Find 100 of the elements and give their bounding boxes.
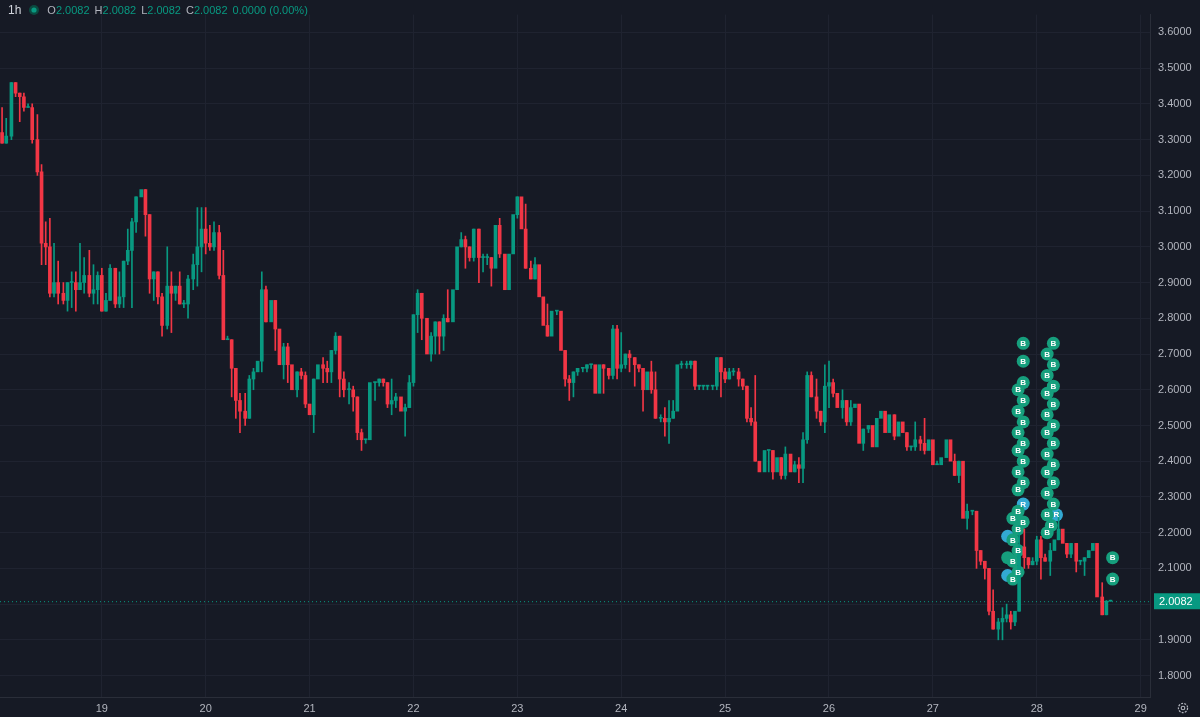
candlestick	[961, 460, 965, 519]
data-label: B	[1044, 489, 1051, 499]
y-tick-label: 3.3000	[1158, 132, 1192, 145]
candlestick	[347, 382, 351, 405]
data-label: B	[1048, 521, 1055, 531]
data-label: B	[1020, 417, 1027, 427]
data-label: B	[1020, 356, 1027, 366]
data-label: B	[1020, 478, 1027, 488]
data-label: B	[1044, 389, 1051, 399]
candlestick	[481, 253, 485, 273]
y-tick-label: 3.5000	[1158, 61, 1192, 74]
data-label: R	[1020, 499, 1027, 509]
x-tick-label: 27	[926, 701, 940, 714]
y-tick-label: 3.1000	[1158, 204, 1192, 217]
candlestick	[1095, 543, 1099, 598]
data-label: B	[1109, 574, 1116, 584]
y-tick-label: 2.6000	[1158, 382, 1192, 395]
ref-line-label: 2.0082	[1159, 594, 1193, 607]
candlestick	[926, 439, 931, 451]
candlestick	[445, 289, 450, 323]
data-label: B	[1015, 506, 1022, 516]
data-label: B	[1020, 339, 1027, 348]
candlestick	[537, 264, 541, 298]
data-label: B	[1020, 396, 1027, 406]
x-tick-label: 19	[95, 701, 108, 714]
candlestick	[69, 271, 74, 308]
candlestick	[269, 300, 273, 323]
y-tick-label: 1.8000	[1158, 668, 1192, 681]
y-tick-label: 3.6000	[1158, 25, 1192, 38]
x-tick-label: 22	[407, 701, 420, 714]
y-tick-label: 2.3000	[1158, 489, 1192, 502]
annotation: H2.0082	[94, 4, 137, 16]
x-tick-label: 20	[199, 701, 212, 714]
x-tick-label: 29	[1134, 701, 1147, 714]
y-tick-label: 2.2000	[1158, 525, 1192, 538]
y-tick-label: 1.9000	[1158, 632, 1192, 645]
y-tick-label: 3.2000	[1158, 168, 1192, 181]
data-label: B	[1109, 553, 1116, 563]
candlestick	[619, 332, 624, 373]
data-label: B	[1009, 535, 1016, 545]
candlestick	[399, 396, 403, 412]
y-tick-label: 2.5000	[1158, 418, 1192, 431]
y-tick-label: 2.4000	[1158, 454, 1192, 467]
x-tick-label: 24	[615, 701, 628, 714]
data-label: B	[1015, 485, 1022, 495]
candlestick	[78, 242, 82, 291]
data-label: B	[1050, 499, 1057, 509]
y-tick-label: 2.8000	[1158, 311, 1192, 324]
annotation: 0.0000 (0.00%)	[232, 4, 308, 16]
candlestick	[667, 400, 671, 444]
candlestick	[775, 457, 779, 473]
data-label: B	[1015, 406, 1022, 416]
data-label: B	[1009, 556, 1016, 566]
data-label: B	[1050, 421, 1057, 431]
data-label: B	[1015, 428, 1022, 438]
candlestick	[887, 414, 892, 433]
data-label: B	[1015, 385, 1022, 395]
candlestick	[684, 360, 689, 369]
x-tick-label: 23	[511, 701, 524, 714]
data-label: B	[1050, 339, 1057, 348]
data-label: B	[1015, 546, 1022, 556]
data-label: B	[1050, 460, 1057, 470]
x-tick-label: 26	[822, 701, 836, 714]
candlestick	[931, 439, 935, 466]
data-label: B	[1044, 349, 1051, 359]
candlestick	[939, 457, 944, 466]
candlestick	[663, 407, 667, 437]
candlestick	[316, 364, 320, 380]
candlestick	[321, 357, 325, 383]
data-label: B	[1044, 467, 1051, 477]
candlestick	[857, 403, 861, 444]
data-label: B	[1050, 381, 1057, 391]
y-tick-label: 2.1000	[1158, 561, 1192, 574]
data-label: B	[1015, 467, 1022, 477]
candlestick	[883, 410, 887, 433]
y-tick-label: 2.9000	[1158, 275, 1192, 288]
candlestick	[766, 449, 771, 473]
annotation: C2.0082	[185, 4, 228, 16]
candlestick	[325, 360, 330, 383]
candlestick	[593, 364, 598, 394]
data-label: R	[1053, 510, 1060, 520]
y-tick-label: 3.0000	[1158, 239, 1192, 252]
data-label: B	[1015, 567, 1022, 577]
candlestick	[507, 253, 511, 291]
data-label: B	[1009, 514, 1016, 524]
candlestick	[589, 363, 593, 369]
candlestick	[74, 271, 78, 312]
data-label: B	[1020, 378, 1027, 388]
data-label: B	[1050, 399, 1057, 409]
candlestick	[645, 371, 650, 391]
candlestick	[503, 253, 507, 291]
data-label: B	[1020, 439, 1027, 449]
candlestick	[151, 271, 156, 301]
x-tick-label: 21	[303, 701, 316, 714]
data-label: B	[1009, 574, 1016, 584]
y-tick-label: 2.7000	[1158, 347, 1192, 360]
annotation: O2.0082	[47, 4, 90, 16]
x-tick-label: 25	[718, 701, 732, 714]
data-label: B	[1015, 446, 1022, 456]
chart-title: 1h	[8, 3, 22, 17]
